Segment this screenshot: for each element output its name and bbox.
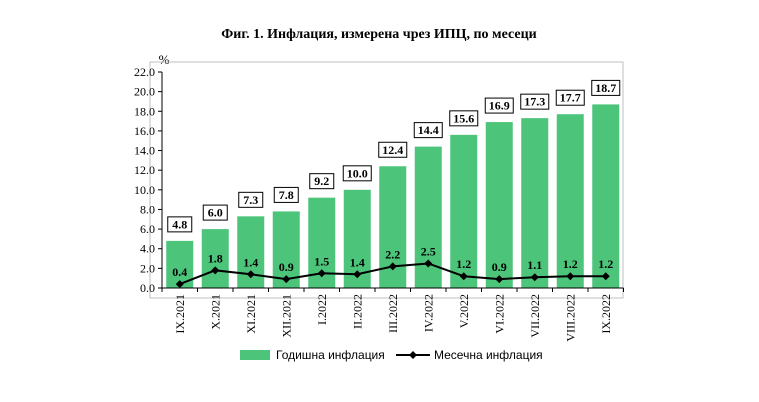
bar xyxy=(201,229,229,288)
bar-data-label: 7.8 xyxy=(279,188,294,202)
line-data-label: 1.8 xyxy=(208,251,223,265)
bar-data-label: 15.6 xyxy=(453,111,474,125)
bar-data-label-box xyxy=(273,186,299,203)
bar xyxy=(556,114,584,288)
line-data-label: 2.2 xyxy=(385,247,400,261)
bar-data-label: 9.2 xyxy=(314,174,329,188)
plot-frame xyxy=(149,61,624,299)
y-tick-label: 20.0 xyxy=(134,85,155,99)
line-point-marker xyxy=(282,275,291,284)
bar-data-label-box xyxy=(555,89,585,106)
bar-data-label-box xyxy=(309,173,335,190)
bar-data-label-box xyxy=(378,141,408,158)
bar-data-label-box xyxy=(202,204,228,221)
bar-data-labels: 4.8 6.0 7.3 7.8 9.2 10.0 12.4 14.4 15.6 16.9 17.3 1… xyxy=(167,79,621,233)
line-data-label: 1.2 xyxy=(563,257,578,271)
x-tick-label: I.2022 xyxy=(315,294,329,325)
x-axis: IX.2021 X.2021 XI.2021 XII.2021 I.2022 II.202… xyxy=(161,287,624,342)
line-data-label: 1.4 xyxy=(243,255,258,269)
bar-data-label-box xyxy=(342,165,372,182)
line-point-marker xyxy=(175,280,184,289)
bar-data-label-box xyxy=(167,216,193,233)
bar-series-annual-inflation xyxy=(166,104,620,289)
line-point-marker xyxy=(211,266,220,275)
bar-data-label: 6.0 xyxy=(208,206,223,220)
x-tick-label: IV.2022 xyxy=(421,294,435,332)
line-point-marker xyxy=(530,273,539,282)
bar-data-label-box xyxy=(484,97,514,114)
line-data-label: 0.9 xyxy=(492,260,507,274)
bar-data-label-box xyxy=(520,93,550,110)
x-tick-label: III.2022 xyxy=(386,294,400,333)
y-tick-label: 18.0 xyxy=(134,104,155,118)
bar-data-label: 12.4 xyxy=(382,143,403,157)
bar xyxy=(485,122,513,288)
bar-data-label: 17.3 xyxy=(524,95,545,109)
y-tick-label: 14.0 xyxy=(134,144,155,158)
line-point-marker xyxy=(388,262,397,271)
legend-label-monthly: Месечна инфлация xyxy=(434,348,543,362)
bar-data-label: 10.0 xyxy=(347,166,368,180)
line-point-marker xyxy=(424,259,433,268)
x-tick-label: X.2021 xyxy=(208,294,222,330)
legend-swatch-monthly-marker xyxy=(409,351,417,359)
legend-swatch-annual xyxy=(240,350,270,360)
line-data-label: 0.9 xyxy=(279,260,294,274)
bar xyxy=(450,134,478,288)
line-point-marker xyxy=(495,275,504,284)
y-tick-label: 4.0 xyxy=(140,242,155,256)
bar-data-label: 14.4 xyxy=(418,123,439,137)
y-tick-label: 10.0 xyxy=(134,183,155,197)
legend-label-annual: Годишна инфлация xyxy=(276,348,385,362)
y-tick-label: 12.0 xyxy=(134,163,155,177)
y-tick-label: 6.0 xyxy=(140,222,155,236)
bar-data-label-box xyxy=(238,191,264,208)
y-tick-label: 8.0 xyxy=(140,202,155,216)
x-tick-label: II.2022 xyxy=(350,294,364,329)
x-tick-label: VIII.2022 xyxy=(563,294,577,342)
x-tick-label: XI.2021 xyxy=(244,294,258,334)
bar xyxy=(521,118,549,289)
x-tick-label: VII.2022 xyxy=(528,294,542,338)
y-tick-label: 2.0 xyxy=(140,261,155,275)
bar-data-label-box xyxy=(449,110,479,127)
line-data-label: 1.2 xyxy=(598,257,613,271)
x-tick-label: XII.2021 xyxy=(279,294,293,338)
y-tick-label: 0.0 xyxy=(140,281,155,295)
y-tick-label: 16.0 xyxy=(134,124,155,138)
legend: Годишна инфлация Месечна инфлация xyxy=(240,348,543,362)
chart-title: Фиг. 1. Инфлация, измерена чрез ИПЦ, по … xyxy=(221,27,536,42)
line-data-label: 1.4 xyxy=(350,255,365,269)
line-point-marker xyxy=(459,272,468,281)
y-tick-label: 22.0 xyxy=(134,65,155,79)
bar xyxy=(592,104,620,289)
bar-data-label-box xyxy=(413,122,443,139)
line-point-marker xyxy=(317,269,326,278)
line-point-marker xyxy=(353,270,362,279)
y-axis: 0.0 2.0 4.0 6.0 8.0 10.0 12.0 14.0 16.0 18.0 20.0 2… xyxy=(134,65,163,295)
line-data-label: 1.1 xyxy=(527,258,542,272)
bar-data-label-box xyxy=(591,79,621,96)
x-tick-label: VI.2022 xyxy=(492,294,506,334)
line-series-monthly-inflation: 0.4 1.8 1.4 0.9 1.5 1.4 2.2 2.5 1.2 0.9 1.1 1.2 1.2 xyxy=(172,244,613,289)
line-point-marker xyxy=(601,272,610,281)
line-data-label: 1.5 xyxy=(314,254,329,268)
bar-data-label: 7.3 xyxy=(243,193,258,207)
x-tick-label: IX.2021 xyxy=(173,294,187,334)
line-data-label: 2.5 xyxy=(421,244,436,258)
line-point-marker xyxy=(566,272,575,281)
line-point-marker xyxy=(246,270,255,279)
line-data-label: 1.2 xyxy=(456,257,471,271)
bar-data-label: 18.7 xyxy=(595,81,616,95)
bar-data-label: 4.8 xyxy=(172,217,187,231)
x-tick-label: IX.2022 xyxy=(599,294,613,334)
y-axis-unit-label: % xyxy=(159,52,170,67)
line-data-label: 0.4 xyxy=(172,265,187,279)
bar-data-label: 17.7 xyxy=(560,91,581,105)
bar-data-label: 16.9 xyxy=(489,99,510,113)
x-tick-label: V.2022 xyxy=(457,294,471,328)
